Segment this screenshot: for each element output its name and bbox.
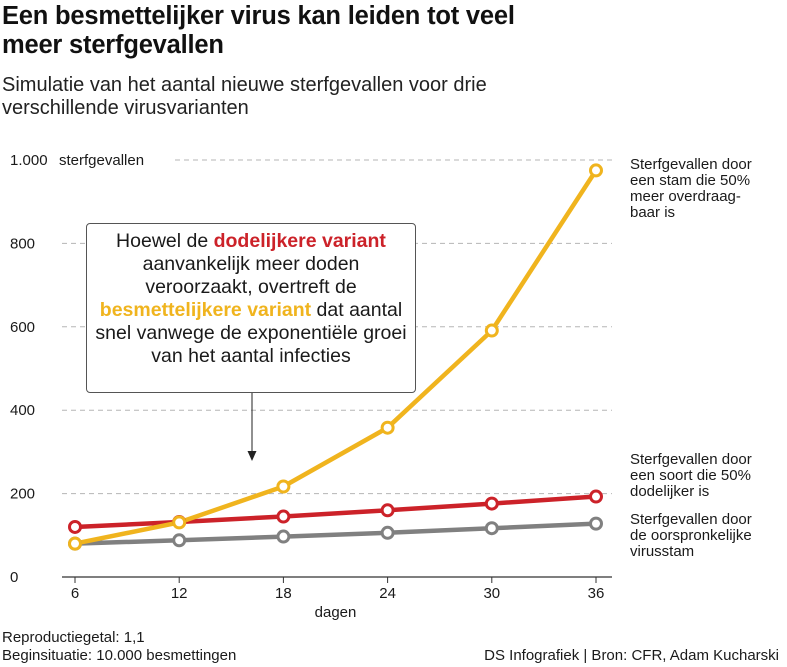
x-tick-label-12: 12 [171,585,188,602]
data-point-yellow-12 [172,515,187,530]
footer-initial-situation: Beginsituatie: 10.000 besmettingen [2,647,237,664]
data-point-yellow-36 [589,163,603,178]
y-tick-label-400: 400 [10,402,35,419]
series-line-gray [72,521,599,546]
data-point-red-36 [589,489,603,504]
x-tick-label-18: 18 [275,585,292,602]
callout-text-part2: aanvankelijk meer doden veroorzaakt, ove… [142,253,360,298]
data-point-red-6 [68,519,82,534]
data-point-yellow-24 [380,420,395,435]
callout-arrow-head [247,451,257,461]
callout-red-highlight: dodelijkere variant [213,230,386,252]
footer-reproduction-number: Reproductiegetal: 1,1 [2,629,145,646]
series-line-yellow [72,168,599,546]
data-point-gray-36 [589,516,603,531]
data-point-yellow-30 [484,323,499,338]
data-point-red-18 [276,509,291,524]
data-point-red-30 [484,496,499,511]
x-tick-label-24: 24 [379,585,396,602]
y-axis-label: sterfgevallen [59,152,144,169]
footer-source: DS Infografiek | Bron: CFR, Adam Kuchars… [484,647,779,664]
chart-subtitle: Simulatie van het aantal nieuwe sterfgev… [2,74,487,119]
y-tick-label-1000: 1.000 [10,152,48,169]
series-label-red: Sterfgevallen door een soort die 50% dod… [630,451,752,500]
data-point-gray-30 [484,521,499,536]
callout-yellow-highlight: besmettelijkere variant [99,299,312,321]
data-point-yellow-6 [68,536,82,551]
chart-title: Een besmettelijker virus kan leiden tot … [2,2,515,59]
series-label-gray: Sterfgevallen door de oorspronkelijke vi… [630,511,752,560]
x-tick-label-36: 36 [588,585,605,602]
y-tick-label-200: 200 [10,486,35,503]
y-tick-label-800: 800 [10,235,35,252]
x-tick-label-30: 30 [483,585,500,602]
series-line-red [72,494,599,530]
callout-text-part1: Hoewel de [116,230,214,252]
x-axis-label: dagen [315,604,357,621]
annotation-callout: Hoewel de dodelijkere variant aanvankeli… [86,223,416,393]
data-point-red-24 [380,503,395,518]
data-point-gray-24 [380,525,395,540]
data-point-gray-18 [276,529,291,544]
series-label-yellow: Sterfgevallen door een stam die 50% meer… [630,156,752,221]
y-tick-label-0: 0 [10,569,18,586]
data-point-yellow-18 [276,479,291,494]
x-tick-label-6: 6 [71,585,79,602]
callout-text-part3: dat aantal snel vanwege de exponentiële … [95,299,407,367]
data-point-gray-12 [172,533,187,548]
y-tick-label-600: 600 [10,319,35,336]
